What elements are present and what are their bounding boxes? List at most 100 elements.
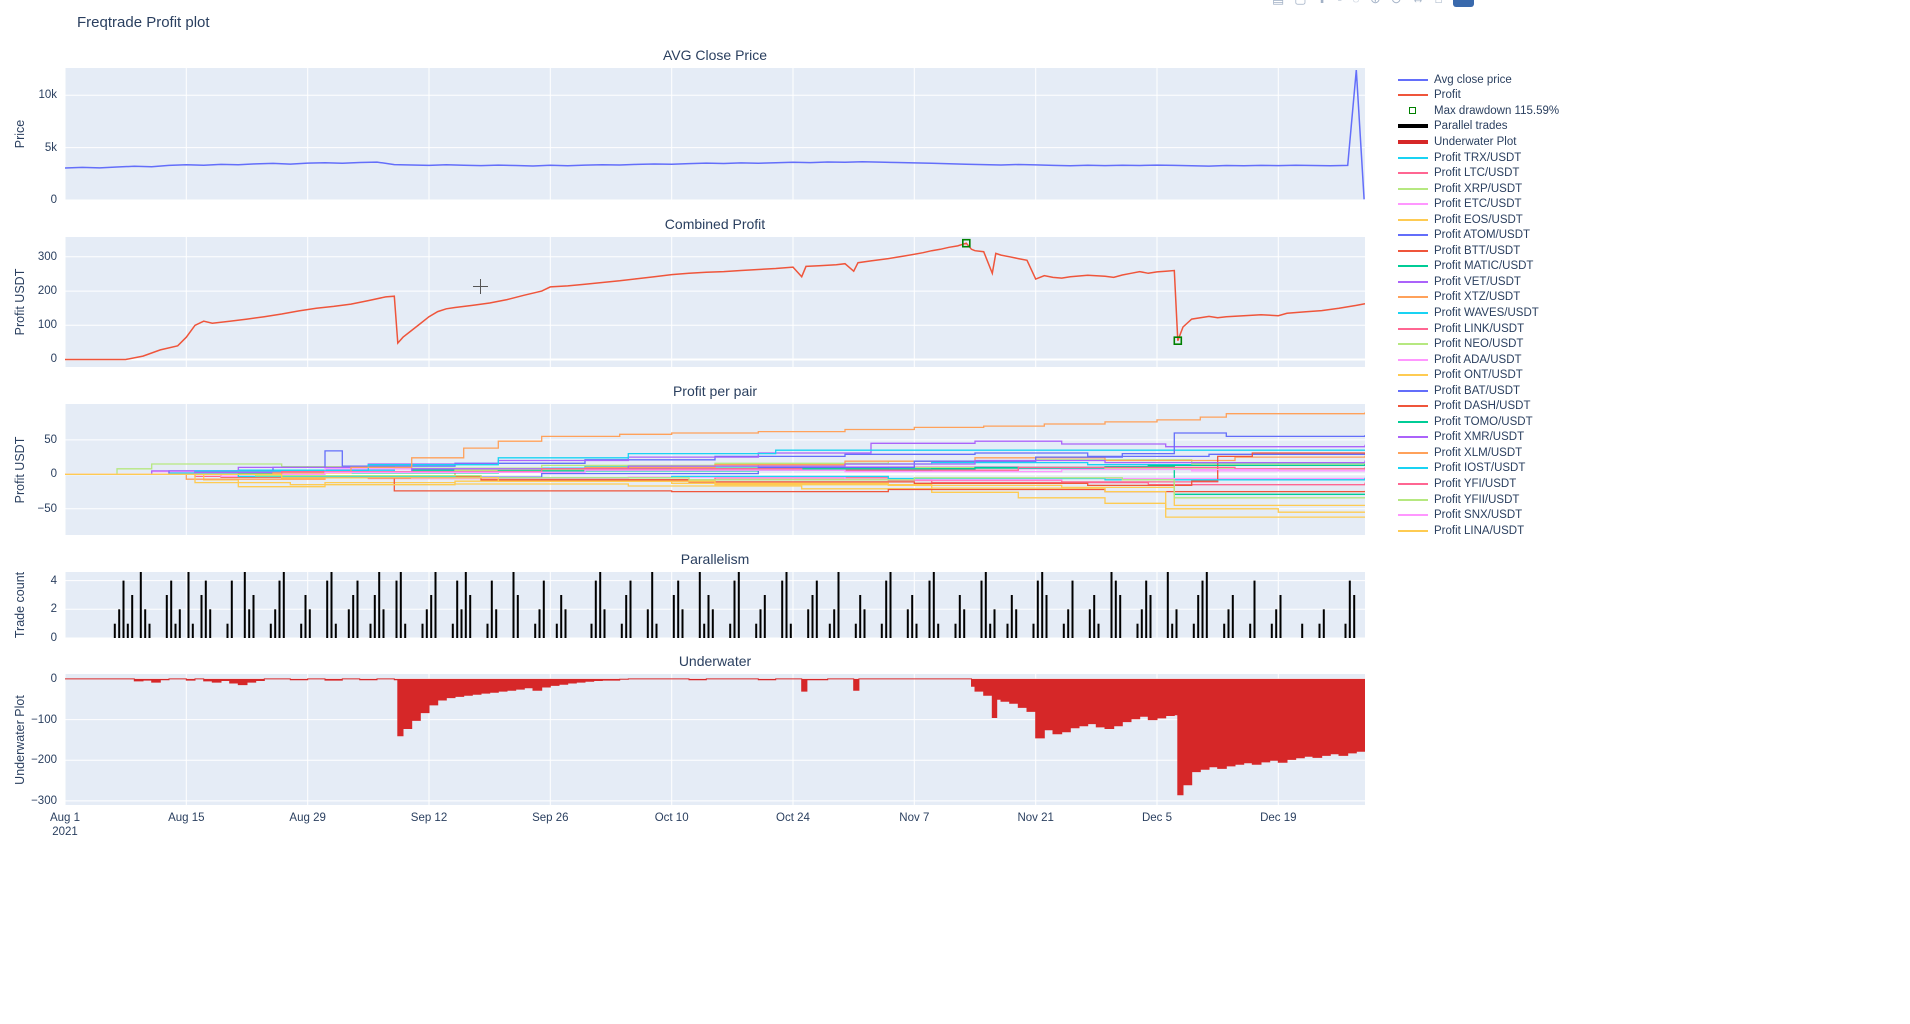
line-swatch-icon [1398,296,1428,299]
zoom-in-icon[interactable]: ⊕ [1370,0,1381,10]
x-tick-label: Sep 12 [410,812,448,824]
legend-item-max-drawdown-115-59-[interactable]: Max drawdown 115.59% [1398,103,1559,119]
trace-line-icon [1398,249,1428,252]
line-swatch-icon [1398,265,1428,268]
box-select-icon[interactable]: ▫ [1338,0,1343,10]
plotly-modebar: ▤ ▢ ✚ ▫ ◌ ⊕ ⊖ ↔ ⌂ [1272,0,1474,10]
line-swatch-icon [1398,187,1428,190]
y-tick-label: 2 [50,603,57,616]
trace-line-icon [1398,124,1428,129]
line-swatch-icon [1398,280,1428,283]
page-title: Freqtrade Profit plot [77,14,210,31]
trace-line-icon [1398,420,1428,423]
camera-icon[interactable]: ▤ [1272,0,1284,10]
line-swatch-icon [1398,94,1428,97]
y-tick-label: −100 [31,713,57,726]
legend-item-profit-etc-usdt[interactable]: Profit ETC/USDT [1398,196,1559,212]
legend-item-profit-yfi-usdt[interactable]: Profit YFI/USDT [1398,476,1559,492]
legend-item-profit[interactable]: Profit [1398,88,1559,104]
line-swatch-icon [1398,249,1428,252]
line-swatch-icon [1398,514,1428,517]
legend-item-profit-iost-usdt[interactable]: Profit IOST/USDT [1398,461,1559,477]
x-tick-label: Aug 15 [168,812,205,824]
trace-line-icon [1398,514,1428,517]
plot-area-2[interactable] [65,404,1365,535]
line-swatch-icon [1398,467,1428,470]
line-swatch-icon [1398,405,1428,408]
legend-label: Profit ONT/USDT [1434,369,1523,382]
legend-item-underwater-plot[interactable]: Underwater Plot [1398,134,1559,150]
legend-label: Profit DASH/USDT [1434,400,1531,413]
legend-item-profit-neo-usdt[interactable]: Profit NEO/USDT [1398,336,1559,352]
plot-area-3[interactable] [65,572,1365,638]
legend-item-avg-close-price[interactable]: Avg close price [1398,72,1559,88]
legend-item-profit-lina-usdt[interactable]: Profit LINA/USDT [1398,523,1559,539]
legend-item-profit-xtz-usdt[interactable]: Profit XTZ/USDT [1398,290,1559,306]
trace-line-icon [1398,358,1428,361]
y-tick-label: 0 [50,194,57,206]
x-tick-label: Dec 5 [1141,812,1173,824]
legend-item-profit-xlm-usdt[interactable]: Profit XLM/USDT [1398,445,1559,461]
y-tick-label: 50 [44,433,57,446]
trace-line-icon [1398,451,1428,454]
x-tick-label: Nov 21 [1017,812,1054,824]
zoom-icon[interactable]: ▢ [1294,0,1306,10]
line-swatch-icon [1398,389,1428,392]
max-drawdown-marker-icon [1409,107,1416,115]
reset-axes-icon[interactable]: ⌂ [1435,0,1443,10]
legend-item-profit-atom-usdt[interactable]: Profit ATOM/USDT [1398,227,1559,243]
x-tick-label: Oct 10 [654,812,689,824]
legend-item-profit-ont-usdt[interactable]: Profit ONT/USDT [1398,367,1559,383]
line-swatch-icon [1398,358,1428,361]
legend-item-profit-xrp-usdt[interactable]: Profit XRP/USDT [1398,181,1559,197]
legend-label: Profit TRX/USDT [1434,151,1522,164]
plot-area-0[interactable] [65,68,1365,200]
zoom-out-icon[interactable]: ⊖ [1391,0,1402,10]
legend-item-profit-eos-usdt[interactable]: Profit EOS/USDT [1398,212,1559,228]
legend-label: Profit LINA/USDT [1434,524,1525,537]
legend-item-parallel-trades[interactable]: Parallel trades [1398,119,1559,135]
trace-line-icon [1398,234,1428,237]
y-tick-label: 4 [50,574,57,587]
y-tick-label: 5k [44,141,57,154]
legend-item-profit-trx-usdt[interactable]: Profit TRX/USDT [1398,150,1559,166]
legend-item-profit-bat-usdt[interactable]: Profit BAT/USDT [1398,383,1559,399]
y-tick-label: −300 [31,794,57,807]
legend-label: Underwater Plot [1434,135,1517,148]
plotly-logo-icon[interactable] [1452,0,1474,7]
legend-label: Profit XMR/USDT [1434,431,1525,444]
lasso-select-icon[interactable]: ◌ [1352,0,1360,10]
line-swatch-icon [1398,139,1428,144]
legend-item-profit-vet-usdt[interactable]: Profit VET/USDT [1398,274,1559,290]
legend-item-profit-dash-usdt[interactable]: Profit DASH/USDT [1398,398,1559,414]
y-tick-label: 200 [37,285,57,298]
trace-line-icon [1398,482,1428,485]
legend-item-profit-link-usdt[interactable]: Profit LINK/USDT [1398,321,1559,337]
legend-item-profit-ada-usdt[interactable]: Profit ADA/USDT [1398,352,1559,368]
subplot-canvas-1 [65,237,1365,367]
legend-label: Profit BAT/USDT [1434,384,1521,397]
legend-item-profit-ltc-usdt[interactable]: Profit LTC/USDT [1398,165,1559,181]
autoscale-icon[interactable]: ↔ [1412,0,1425,10]
legend-item-profit-snx-usdt[interactable]: Profit SNX/USDT [1398,507,1559,523]
trace-line-icon [1398,139,1428,144]
legend-item-profit-matic-usdt[interactable]: Profit MATIC/USDT [1398,259,1559,275]
y-tick-label: −50 [37,502,57,515]
x-tick-label: Aug 1 2021 [49,812,81,838]
trace-line-icon [1398,436,1428,439]
y-tick-label: 0 [50,632,57,644]
legend-item-profit-xmr-usdt[interactable]: Profit XMR/USDT [1398,430,1559,446]
legend: Avg close price Profit Max drawdown 115.59… [1398,72,1559,538]
legend-item-profit-yfii-usdt[interactable]: Profit YFII/USDT [1398,492,1559,508]
y-axis-label-4: Underwater Plot [13,694,27,785]
plot-area-1[interactable] [65,237,1365,367]
y-tick-label: −200 [31,754,57,767]
legend-item-profit-btt-usdt[interactable]: Profit BTT/USDT [1398,243,1559,259]
mouse-crosshair [473,279,488,294]
pan-icon[interactable]: ✚ [1317,0,1328,10]
legend-item-profit-waves-usdt[interactable]: Profit WAVES/USDT [1398,305,1559,321]
legend-label: Profit YFII/USDT [1434,493,1520,506]
legend-item-profit-tomo-usdt[interactable]: Profit TOMO/USDT [1398,414,1559,430]
plot-area-4[interactable] [65,674,1365,805]
x-tick-year: 2021 [52,826,78,838]
